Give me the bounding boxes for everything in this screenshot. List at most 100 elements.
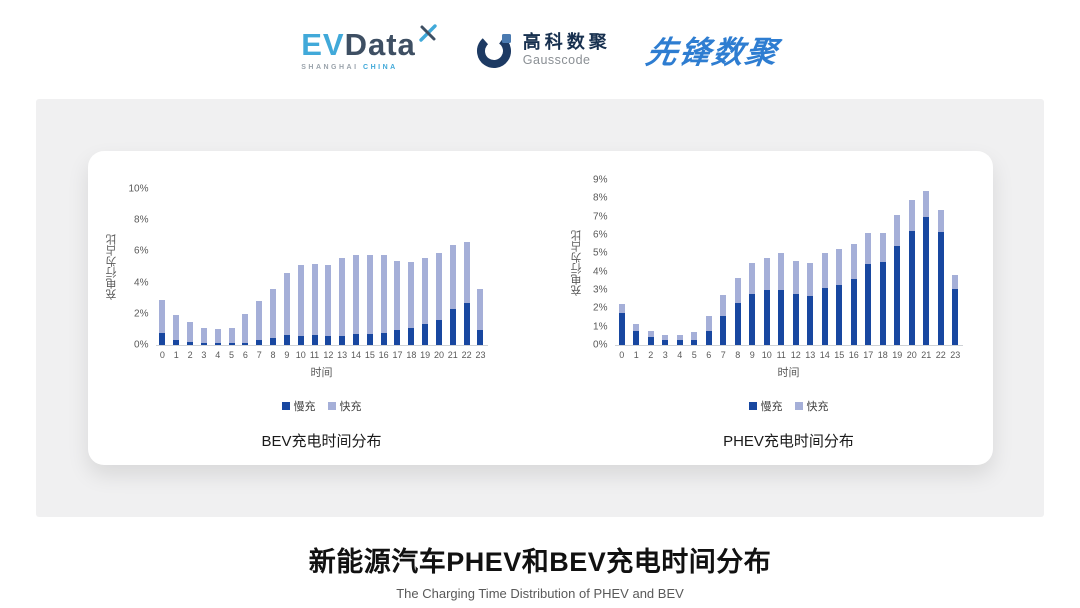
- x-tick-label: 9: [284, 350, 290, 360]
- bar-segment-快充: [734, 278, 741, 303]
- bar-segment-慢充: [200, 342, 207, 345]
- stacked-bar-hour-21: [919, 180, 934, 345]
- x-tick-label: 5: [229, 350, 235, 360]
- bar-segment-慢充: [366, 334, 373, 345]
- bar-segment-快充: [408, 262, 415, 328]
- bev-axis-footer: 0 1 2 3 4 5 6 7 8 9 10 11 12 13 14 15 16 17 18 19 20 21 22 23 时…: [156, 346, 488, 451]
- bar-segment-慢充: [394, 330, 401, 345]
- x-tick-label: 22: [935, 350, 946, 360]
- stacked-bar-hour-22: [934, 180, 949, 345]
- bar-segment-快充: [283, 273, 290, 335]
- stacked-bar-hour-7: [252, 189, 266, 345]
- stacked-bar-hour-0: [615, 180, 630, 345]
- stacked-bar-hour-19: [418, 189, 432, 345]
- logo-header: EV Data SHANGHAI CHINA 高科数聚 Gausscode 先锋…: [0, 0, 1080, 99]
- phev-axis-footer: 0 1 2 3 4 5 6 7 8 9 10 11 12 13 14 15 16 17 18 19 20 21 22 23 时…: [615, 346, 963, 451]
- phev-chart: 充电行为占比 0% 1% 2% 3% 4% 5% 6% 7% 8% 9% 0 1 2 3 4 5 6 7 8 9 10…: [569, 175, 963, 451]
- evdata-tagline-right: CHINA: [363, 63, 398, 71]
- stacked-bar-hour-6: [702, 180, 717, 345]
- bar-segment-慢充: [408, 327, 415, 345]
- y-tick-label: 6%: [134, 245, 149, 257]
- y-tick-label: 2%: [134, 308, 149, 320]
- bar-segment-快充: [187, 321, 194, 342]
- bar-segment-慢充: [865, 264, 872, 345]
- stacked-bar-hour-9: [280, 189, 294, 345]
- y-tick-label: 6%: [593, 229, 608, 241]
- stacked-bar-hour-13: [335, 189, 349, 345]
- stacked-bar-hour-12: [789, 180, 804, 345]
- stacked-bar-hour-9: [745, 180, 760, 345]
- phev-y-axis-title: 充电行为占比: [570, 230, 583, 296]
- caption-footer: 新能源汽车PHEV和BEV充电时间分布 The Charging Time Di…: [0, 540, 1080, 601]
- stacked-bar-hour-13: [803, 180, 818, 345]
- legend-item: 快充: [794, 398, 829, 414]
- stacked-bar-hour-4: [211, 189, 225, 345]
- x-tick-label: 8: [735, 350, 741, 360]
- legend-item: 慢充: [748, 398, 783, 414]
- stacked-bar-hour-3: [197, 189, 211, 345]
- x-tick-label: 12: [323, 350, 334, 360]
- stacked-bar-hour-11: [308, 189, 322, 345]
- bev-plot-row: 充电行为占比 0% 2% 4% 6% 8% 10%: [104, 184, 488, 351]
- bar-segment-慢充: [477, 330, 484, 345]
- x-tick-label: 9: [749, 350, 755, 360]
- stacked-bar-hour-16: [847, 180, 862, 345]
- bev-x-axis: 0 1 2 3 4 5 6 7 8 9 10 11 12 13 14 15 16 17 18 19 20 21 22 23: [156, 350, 488, 360]
- x-tick-label: 2: [648, 350, 654, 360]
- stacked-bar-hour-15: [363, 189, 377, 345]
- x-tick-label: 21: [447, 350, 458, 360]
- bar-segment-慢充: [256, 339, 263, 345]
- stacked-bar-hour-17: [861, 180, 876, 345]
- y-tick-label: 5%: [593, 247, 608, 259]
- bar-segment-慢充: [662, 340, 669, 345]
- bar-segment-慢充: [894, 246, 901, 345]
- bar-segment-快充: [214, 329, 221, 344]
- stacked-bar-hour-5: [225, 189, 239, 345]
- bar-segment-慢充: [705, 331, 712, 345]
- bar-segment-快充: [366, 255, 373, 335]
- x-tick-label: 17: [392, 350, 403, 360]
- legend-label: 快充: [806, 401, 829, 413]
- stacked-bar-hour-1: [169, 189, 183, 345]
- bar-segment-慢充: [923, 216, 930, 345]
- x-tick-label: 3: [201, 350, 207, 360]
- x-tick-label: 5: [691, 350, 697, 360]
- stacked-bar-hour-1: [629, 180, 644, 345]
- bar-segment-慢充: [422, 323, 429, 345]
- bev-plot-area: [155, 189, 488, 346]
- gausscode-en-text: Gausscode: [522, 52, 591, 67]
- legend-label: 快充: [339, 401, 362, 413]
- phev-plot-row: 充电行为占比 0% 1% 2% 3% 4% 5% 6% 7% 8% 9%: [569, 175, 963, 351]
- pioneer-logo: 先锋数聚: [643, 35, 782, 70]
- bev-y-axis: 0% 2% 4% 6% 8% 10%: [120, 184, 156, 351]
- x-tick-label: 20: [433, 350, 444, 360]
- evdata-tagline: SHANGHAI CHINA: [301, 64, 397, 71]
- bar-segment-慢充: [749, 293, 756, 345]
- x-tick-label: 13: [805, 350, 816, 360]
- phev-x-axis-title: 时间: [777, 367, 800, 379]
- bar-segment-快充: [228, 327, 235, 344]
- x-tick-label: 3: [662, 350, 668, 360]
- bar-segment-快充: [778, 253, 785, 290]
- stacked-bar-hour-23: [474, 189, 488, 345]
- charts-card: 充电行为占比 0% 2% 4% 6% 8% 10% 0 1 2 3 4 5 6 7 8 9 10 11 12 13 1…: [87, 151, 993, 465]
- bar-segment-快充: [749, 262, 756, 294]
- evdata-data-text: Data: [344, 26, 416, 62]
- y-tick-label: 8%: [593, 192, 608, 204]
- stacked-bar-hour-22: [460, 189, 474, 345]
- bar-segment-快充: [463, 242, 470, 303]
- bar-segment-慢充: [339, 335, 346, 345]
- gausscode-cn-text: 高科数聚: [522, 31, 611, 52]
- bar-segment-慢充: [463, 302, 470, 345]
- stacked-bar-hour-23: [948, 180, 963, 345]
- bar-segment-快充: [923, 191, 930, 217]
- stacked-bar-hour-12: [321, 189, 335, 345]
- stacked-bar-hour-15: [832, 180, 847, 345]
- bar-segment-快充: [807, 262, 814, 297]
- x-tick-label: 21: [921, 350, 932, 360]
- bar-segment-慢充: [821, 288, 828, 345]
- bar-segment-快充: [865, 233, 872, 265]
- x-tick-label: 10: [761, 350, 772, 360]
- legend-item: 快充: [327, 398, 362, 414]
- y-tick-label: 1%: [593, 321, 608, 333]
